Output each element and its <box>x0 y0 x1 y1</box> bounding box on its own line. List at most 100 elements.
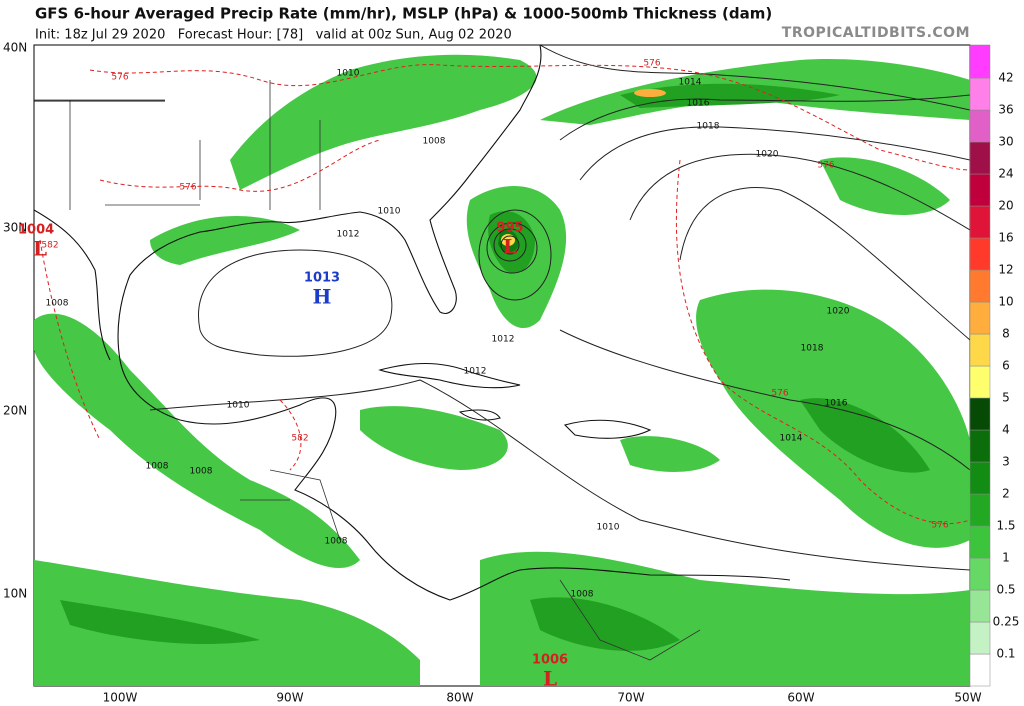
colorbar-swatch <box>969 173 991 207</box>
latitude-label: 10N <box>3 587 27 601</box>
longitude-label: 100W <box>103 691 138 705</box>
latitude-label: 40N <box>3 41 27 55</box>
colorbar-label: 30 <box>998 135 1013 149</box>
isobar-label: 1008 <box>190 467 213 477</box>
colorbar-swatch <box>969 205 991 239</box>
longitude-label: 50W <box>954 691 981 705</box>
source-credit: TROPICALTIDBITS.COM <box>782 25 970 41</box>
isobar-label: 1018 <box>801 344 824 354</box>
colorbar-label: 36 <box>998 103 1013 117</box>
colorbar-swatch <box>969 493 991 527</box>
isobar-label: 1012 <box>492 335 515 345</box>
thickness-label: 576 <box>931 521 948 531</box>
longitude-label: 90W <box>276 691 303 705</box>
isobar-label: 1016 <box>687 99 710 109</box>
isobar-label: 1008 <box>146 462 169 472</box>
colorbar-swatch <box>969 365 991 399</box>
isobar-label: 1008 <box>46 299 69 309</box>
colorbar-swatch <box>969 653 991 687</box>
pressure-center-symbol: L <box>33 237 47 261</box>
colorbar-label: 5 <box>1002 391 1010 405</box>
thickness-label: 582 <box>41 241 58 251</box>
coastlines <box>34 45 791 601</box>
colorbar-swatch <box>969 77 991 111</box>
pressure-center-symbol: L <box>543 667 557 691</box>
colorbar-swatch <box>969 621 991 655</box>
colorbar-label: 1 <box>1002 551 1010 565</box>
thickness-contours <box>39 64 970 525</box>
colorbar-swatch <box>969 461 991 495</box>
colorbar-swatch <box>969 109 991 143</box>
precip-areas <box>34 54 970 686</box>
longitude-label: 80W <box>446 691 473 705</box>
thickness-label: 576 <box>817 161 834 171</box>
longitude-label: 60W <box>787 691 814 705</box>
map-panel <box>33 44 971 687</box>
colorbar-label: 12 <box>998 263 1013 277</box>
colorbar-swatch <box>969 301 991 335</box>
pressure-center-symbol: H <box>313 285 332 309</box>
isobar-label: 1020 <box>756 150 779 160</box>
pressure-center-value: 1013 <box>304 271 340 286</box>
isobar-label: 1010 <box>227 401 250 411</box>
colorbar-swatch <box>969 141 991 175</box>
isobar-label: 1012 <box>337 230 360 240</box>
colorbar-label: 16 <box>998 231 1013 245</box>
thickness-label: 576 <box>643 59 660 69</box>
colorbar-label: 20 <box>998 199 1013 213</box>
colorbar-label: 10 <box>998 295 1013 309</box>
colorbar-label: 24 <box>998 167 1013 181</box>
heavy-precip-core <box>634 89 666 97</box>
thickness-label: 576 <box>179 183 196 193</box>
isobar-label: 1018 <box>697 122 720 132</box>
isobar-label: 1008 <box>423 137 446 147</box>
colorbar-label: 0.5 <box>996 583 1015 597</box>
isobar-label: 1014 <box>780 434 803 444</box>
isobar-label: 1008 <box>571 590 594 600</box>
colorbar-label: 2 <box>1002 487 1010 501</box>
colorbar-swatch <box>969 589 991 623</box>
hurricane-core <box>501 234 515 246</box>
isobars <box>149 45 970 571</box>
thickness-label: 582 <box>291 434 308 444</box>
colorbar-swatch <box>969 397 991 431</box>
colorbar-label: 4 <box>1002 423 1010 437</box>
isobar-label: 1008 <box>325 537 348 547</box>
colorbar-label: 8 <box>1002 327 1010 341</box>
isobar-label: 1010 <box>337 69 360 79</box>
map-subtitle: Init: 18z Jul 29 2020 Forecast Hour: [78… <box>35 28 512 43</box>
isobar-label: 1014 <box>679 78 702 88</box>
colorbar-swatch <box>969 269 991 303</box>
colorbar-label: 3 <box>1002 455 1010 469</box>
colorbar-label: 1.5 <box>996 519 1015 533</box>
colorbar-swatch <box>969 525 991 559</box>
colorbar-swatch <box>969 44 991 79</box>
isobar-label: 1012 <box>464 367 487 377</box>
latitude-label: 30N <box>3 221 27 235</box>
longitude-label: 70W <box>617 691 644 705</box>
map-content <box>34 45 970 686</box>
isobar-label: 1020 <box>827 307 850 317</box>
colorbar-swatch <box>969 429 991 463</box>
pressure-center-symbol: L <box>503 235 517 259</box>
isobar-label: 1010 <box>597 523 620 533</box>
colorbar-swatch <box>969 557 991 591</box>
isobar-label: 1010 <box>378 207 401 217</box>
political-borders <box>34 80 701 661</box>
colorbar-label: 6 <box>1002 359 1010 373</box>
colorbar-label: 42 <box>998 71 1013 85</box>
pressure-center-value: 995 <box>496 221 523 236</box>
colorbar-swatch <box>969 237 991 271</box>
colorbar-label: 0.25 <box>993 615 1020 629</box>
thickness-label: 576 <box>771 389 788 399</box>
colorbar: 0.1 0.25 0.5 1 1.5 2 3 4 5 6 8 10 12 16 20 24 30 36 42 <box>969 44 1020 687</box>
latitude-label: 20N <box>3 404 27 418</box>
thickness-label: 576 <box>111 73 128 83</box>
colorbar-label: 0.1 <box>996 647 1015 661</box>
pressure-center-value: 1006 <box>532 653 568 668</box>
colorbar-swatch <box>969 333 991 367</box>
map-title: GFS 6-hour Averaged Precip Rate (mm/hr),… <box>35 5 772 23</box>
pressure-center-value: 1004 <box>18 223 54 238</box>
